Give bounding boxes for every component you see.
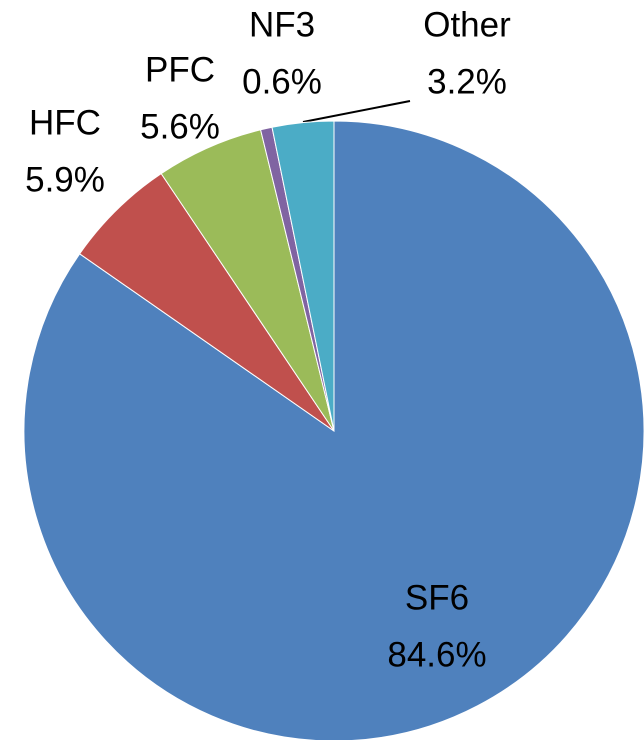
leader-line — [302, 100, 411, 123]
pie-slice — [23, 120, 644, 740]
category-label: NF3 — [249, 5, 315, 44]
value-label: 3.2% — [427, 62, 507, 101]
category-label: PFC — [145, 50, 215, 89]
pie-slice — [271, 120, 335, 432]
category-label: HFC — [29, 103, 101, 142]
value-label: 5.6% — [140, 107, 220, 146]
category-label: Other — [423, 5, 511, 44]
value-label: 0.6% — [242, 62, 322, 101]
value-label: 5.9% — [25, 160, 105, 199]
value-label: 84.6% — [387, 635, 486, 674]
category-label: SF6 — [405, 578, 469, 617]
